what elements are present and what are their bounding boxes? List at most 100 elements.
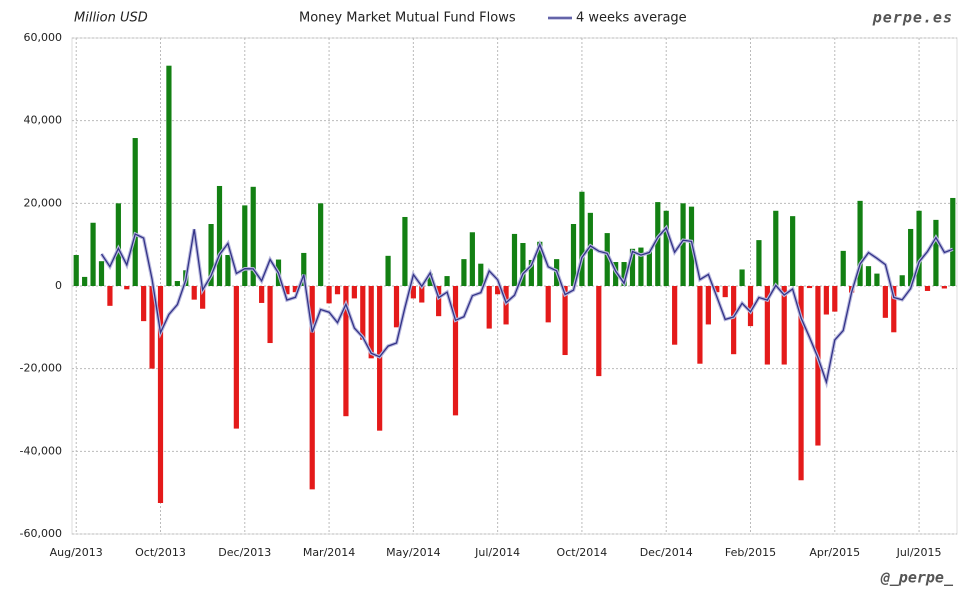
bar bbox=[267, 286, 273, 344]
bar bbox=[318, 203, 324, 286]
bar bbox=[385, 255, 391, 286]
bar bbox=[891, 286, 897, 333]
bar bbox=[216, 185, 223, 286]
bar bbox=[503, 286, 509, 325]
bar bbox=[292, 286, 298, 293]
bar bbox=[301, 252, 307, 286]
bar bbox=[419, 286, 425, 303]
bar bbox=[233, 286, 239, 429]
bar bbox=[157, 286, 164, 503]
bar bbox=[334, 286, 341, 295]
bar bbox=[621, 262, 627, 286]
bar bbox=[924, 286, 931, 291]
bar bbox=[596, 286, 602, 377]
x-tick-label: Dec/2013 bbox=[218, 546, 271, 559]
bar bbox=[82, 276, 88, 286]
bar bbox=[739, 269, 745, 286]
bar bbox=[141, 286, 147, 322]
bar bbox=[806, 286, 813, 289]
bar bbox=[857, 200, 863, 286]
bar bbox=[815, 286, 821, 446]
bar bbox=[663, 210, 669, 286]
bar bbox=[478, 263, 484, 286]
bar bbox=[781, 286, 787, 365]
bar bbox=[941, 286, 947, 289]
bar bbox=[402, 216, 408, 286]
x-tick-label: Jul/2015 bbox=[896, 546, 942, 559]
bar bbox=[495, 286, 501, 295]
bar bbox=[452, 286, 459, 416]
bar bbox=[790, 216, 796, 286]
chart-title: Money Market Mutual Fund Flows bbox=[299, 11, 516, 26]
bar bbox=[874, 273, 880, 286]
bar bbox=[107, 286, 113, 306]
bar bbox=[655, 202, 661, 286]
bar bbox=[250, 186, 256, 286]
bar bbox=[731, 286, 737, 355]
bar bbox=[832, 286, 838, 312]
y-tick-label: 0 bbox=[55, 279, 62, 292]
x-tick-label: Oct/2014 bbox=[557, 546, 608, 559]
bar bbox=[562, 286, 568, 356]
bar bbox=[672, 286, 678, 345]
bar bbox=[309, 286, 315, 490]
bar bbox=[604, 233, 610, 286]
bar bbox=[259, 286, 265, 303]
bar bbox=[798, 286, 804, 481]
x-tick-label: Apr/2015 bbox=[809, 546, 860, 559]
bar bbox=[191, 286, 197, 300]
bar bbox=[393, 286, 400, 328]
bar bbox=[545, 286, 551, 323]
y-tick-label: -40,000 bbox=[20, 444, 62, 457]
bar bbox=[579, 191, 585, 286]
bar bbox=[908, 228, 914, 286]
bar bbox=[242, 205, 248, 286]
bar bbox=[570, 224, 577, 286]
x-tick-label: Mar/2014 bbox=[303, 546, 355, 559]
bar bbox=[882, 286, 888, 318]
y-tick-label: -60,000 bbox=[20, 527, 62, 540]
bar bbox=[225, 255, 231, 286]
legend-label: 4 weeks average bbox=[576, 11, 687, 26]
bar bbox=[436, 286, 442, 317]
bar bbox=[840, 250, 846, 286]
bar bbox=[469, 232, 475, 286]
bar bbox=[697, 286, 703, 364]
bar bbox=[73, 255, 79, 286]
bar bbox=[537, 241, 543, 286]
bar bbox=[200, 286, 206, 309]
bar bbox=[705, 286, 711, 325]
bar bbox=[823, 286, 829, 315]
bar bbox=[629, 248, 636, 286]
bar bbox=[343, 286, 349, 417]
bar bbox=[124, 286, 130, 290]
bar bbox=[427, 273, 433, 286]
bar bbox=[722, 286, 728, 298]
bar bbox=[764, 286, 770, 365]
bar bbox=[528, 259, 534, 286]
bar bbox=[351, 286, 357, 299]
credit: @_perpe_ bbox=[880, 569, 954, 587]
bar bbox=[149, 286, 155, 369]
x-tick-label: Jul/2014 bbox=[474, 546, 520, 559]
bar bbox=[714, 286, 720, 293]
bar bbox=[638, 247, 644, 286]
bar bbox=[284, 286, 290, 295]
bar bbox=[444, 276, 450, 286]
y-tick-label: -20,000 bbox=[20, 362, 62, 375]
y-tick-label: 60,000 bbox=[24, 31, 63, 44]
bar bbox=[520, 243, 526, 286]
bar bbox=[368, 286, 374, 359]
bar bbox=[646, 251, 652, 286]
bar bbox=[326, 286, 332, 304]
bar bbox=[747, 286, 754, 327]
bar bbox=[511, 233, 518, 286]
bar bbox=[132, 138, 138, 286]
x-tick-label: Aug/2013 bbox=[50, 546, 103, 559]
bar bbox=[90, 222, 96, 286]
bar bbox=[899, 275, 905, 286]
bar bbox=[773, 210, 779, 286]
bar bbox=[208, 224, 214, 286]
x-tick-label: Oct/2013 bbox=[135, 546, 186, 559]
